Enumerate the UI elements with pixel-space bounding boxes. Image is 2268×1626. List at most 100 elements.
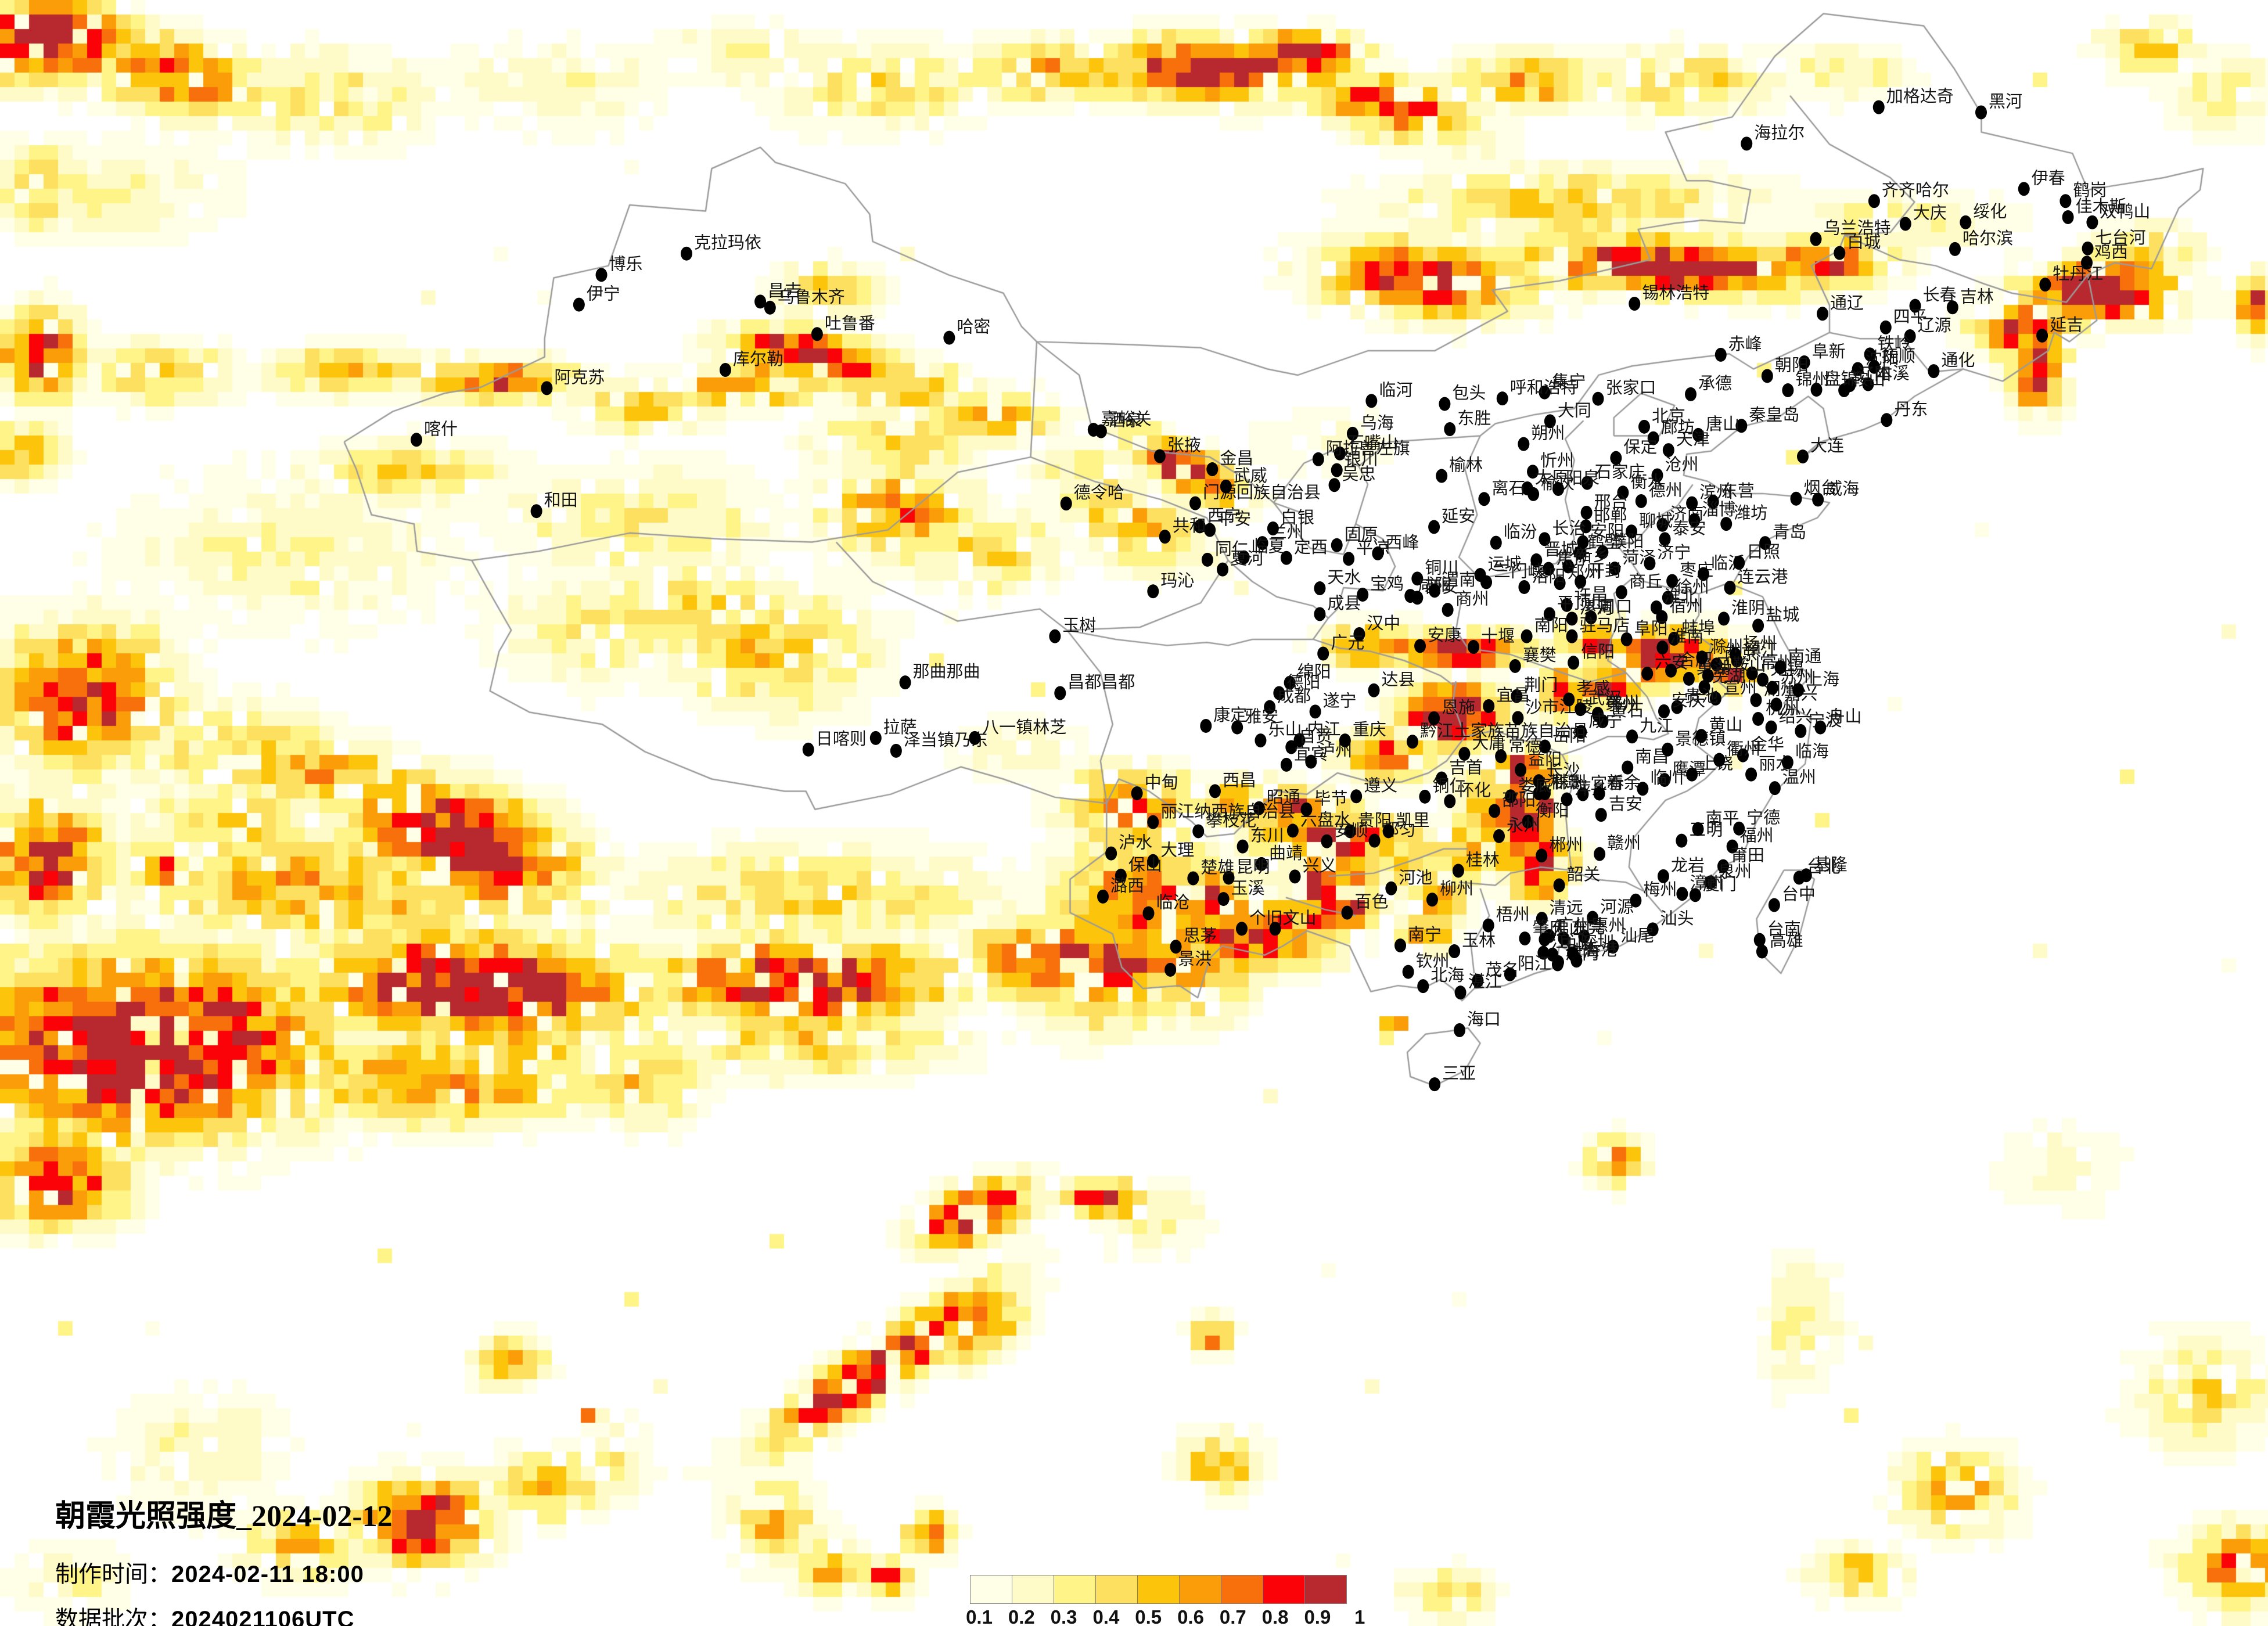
city-label: 濮阳 — [1610, 532, 1644, 551]
legend-tick-label: 0.5 — [1135, 1606, 1162, 1626]
city-marker: 朔州 — [1518, 424, 1565, 451]
city-dot — [1752, 618, 1764, 633]
production-time-label: 制作时间： — [55, 1561, 171, 1587]
city-label: 辽阳 — [1857, 365, 1891, 384]
city-label: 咸宁 — [1588, 711, 1622, 731]
city-marker: 潞西 — [1097, 876, 1144, 904]
city-dot — [1236, 922, 1248, 936]
city-marker: 昭通 — [1253, 789, 1300, 815]
city-marker: 长沙 — [1533, 761, 1580, 789]
city-dot — [1838, 383, 1850, 398]
city-marker: 加格达奇 — [1872, 87, 1954, 114]
city-dot — [1593, 786, 1605, 801]
city-dot — [1717, 859, 1729, 873]
city-dot — [1255, 733, 1267, 748]
legend-tick-label: 0.7 — [1219, 1606, 1246, 1626]
city-marker: 克拉玛依 — [680, 233, 761, 261]
city-dot — [2036, 328, 2048, 343]
city-dot — [1536, 848, 1548, 863]
city-dot — [1365, 394, 1378, 408]
city-label: 河源 — [1600, 898, 1634, 917]
city-marker: 铁岭 — [1864, 334, 1911, 362]
city-dot — [1489, 804, 1501, 818]
city-marker: 廊坊 — [1647, 418, 1695, 445]
city-marker: 定西 — [1280, 538, 1328, 565]
legend-tick-label: 0.3 — [1050, 1606, 1077, 1626]
city-label: 平安 — [1217, 510, 1251, 529]
city-dot — [1814, 720, 1827, 735]
city-marker: 锦州 — [1782, 370, 1829, 398]
city-dot — [1769, 781, 1781, 796]
city-marker: 达县 — [1368, 670, 1415, 697]
city-label: 秦皇岛 — [1749, 405, 1799, 425]
city-label: 毕节 — [1314, 789, 1347, 808]
city-marker: 大同 — [1544, 401, 1591, 429]
city-marker: 乌兰浩特 — [1810, 219, 1891, 246]
city-marker: 无锡 — [1756, 659, 1804, 687]
city-dot — [573, 297, 585, 312]
city-dot — [2081, 256, 2093, 270]
city-dot — [1131, 786, 1143, 801]
city-label: 晋城 — [1544, 540, 1577, 559]
city-dot — [1269, 922, 1281, 936]
city-marker: 金昌 — [1206, 449, 1253, 477]
city-label: 驻马店 — [1580, 616, 1630, 635]
city-dot — [1756, 944, 1768, 959]
city-marker: 青岛 — [1759, 523, 1806, 551]
city-label: 和田 — [544, 491, 578, 510]
city-dot — [1444, 794, 1456, 808]
city-dot — [1273, 686, 1285, 700]
city-marker: 乐山 — [1255, 721, 1302, 748]
city-marker: 三亚 — [1429, 1064, 1476, 1092]
city-marker: 贵池 — [1671, 687, 1718, 714]
city-label: 玛沁 — [1160, 571, 1194, 590]
city-marker: 淮阴 — [1718, 598, 1765, 626]
city-dot — [1949, 242, 1961, 256]
city-marker: 驻马店 — [1566, 616, 1630, 643]
city-marker: 金华 — [1737, 735, 1784, 762]
city-dot — [1411, 571, 1424, 586]
city-dot — [1746, 666, 1758, 681]
city-marker: 个旧 — [1236, 909, 1283, 936]
city-marker: 石嘴山 — [1334, 434, 1398, 461]
city-dot — [2039, 278, 2051, 292]
city-dot — [1737, 748, 1749, 762]
city-marker: 南阳 — [1521, 616, 1568, 643]
city-dot — [1698, 680, 1710, 695]
city-dot — [1810, 383, 1823, 397]
city-label: 金昌 — [1220, 449, 1253, 468]
city-marker: 赣州 — [1594, 834, 1641, 861]
legend-tick-label: 1 — [1354, 1606, 1365, 1626]
city-label: 天水 — [1327, 568, 1361, 587]
city-label: 黄石 — [1610, 701, 1644, 720]
city-label: 柳州 — [1440, 879, 1473, 898]
city-label: 莆田 — [1731, 846, 1764, 865]
city-dot — [1209, 784, 1221, 798]
city-label: 金华 — [1751, 735, 1784, 754]
city-label: 承德 — [1698, 374, 1732, 393]
city-label: 淮南 — [1670, 627, 1703, 646]
city-label: 楚雄 — [1201, 858, 1234, 877]
city-dot — [1650, 600, 1662, 614]
city-marker: 昆明 — [1223, 858, 1270, 885]
city-label: 遂宁 — [1323, 691, 1357, 710]
city-label: 益阳 — [1528, 750, 1562, 769]
city-dot — [1575, 702, 1587, 717]
city-dot — [1609, 562, 1621, 576]
city-label: 郴州 — [1549, 835, 1583, 854]
city-label: 绥化 — [1973, 202, 2007, 221]
city-dot — [1638, 419, 1650, 434]
city-marker: 滨州 — [1686, 483, 1733, 510]
city-label: 上海 — [1806, 670, 1839, 689]
legend-tick-label: 0.4 — [1092, 1606, 1120, 1626]
city-label: 焦作 — [1556, 549, 1590, 568]
city-dot — [1539, 932, 1551, 947]
city-dot — [541, 381, 553, 395]
city-marker: 嘉峪关 — [1087, 409, 1152, 437]
city-dot — [1539, 385, 1551, 400]
city-dot — [1314, 607, 1326, 621]
city-dot — [1899, 217, 1911, 231]
city-marker: 锡林浩特 — [1629, 283, 1709, 311]
city-dot — [1686, 496, 1698, 510]
city-label: 永州 — [1507, 816, 1540, 835]
